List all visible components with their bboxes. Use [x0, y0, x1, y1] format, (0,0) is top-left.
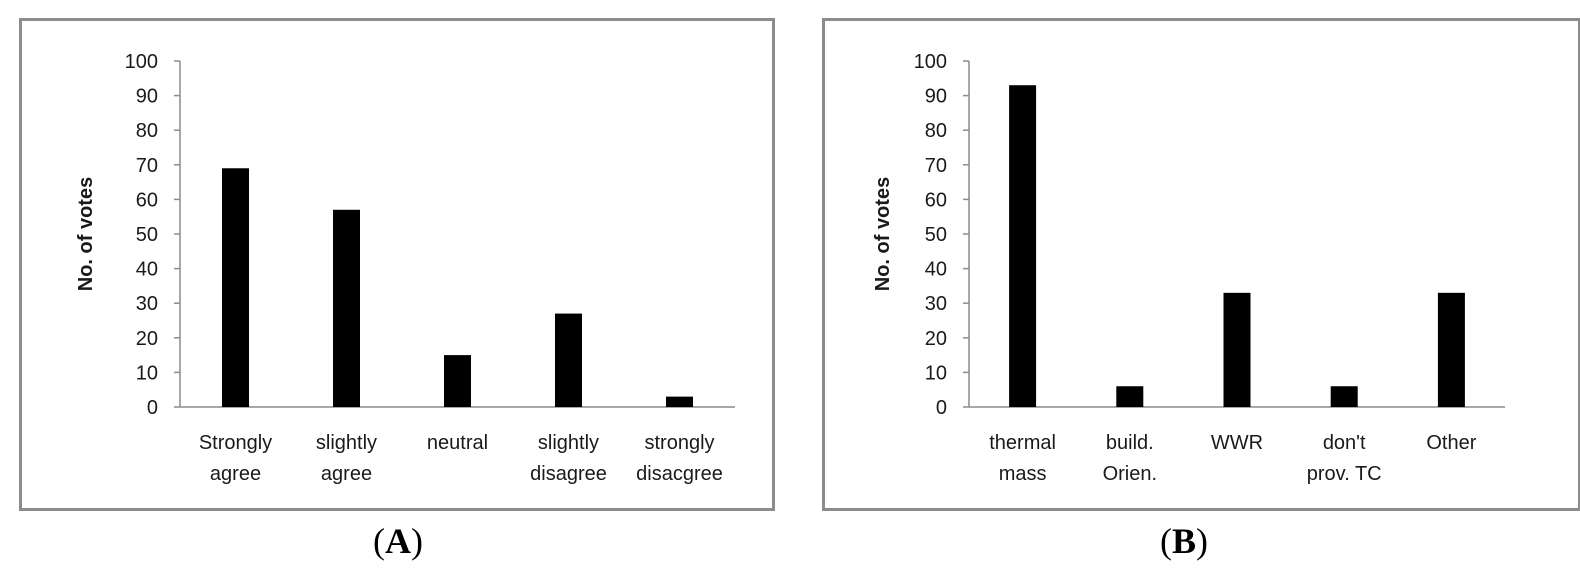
bar	[1116, 386, 1144, 407]
y-tick-label: 10	[136, 362, 158, 384]
y-tick-label: 50	[925, 224, 947, 246]
y-tick-label: 30	[925, 293, 947, 315]
category-label: slightly disagree	[530, 432, 607, 485]
y-tick-label: 90	[136, 86, 158, 108]
category-label: WWR	[1211, 432, 1263, 454]
y-tick-label: 60	[925, 189, 947, 211]
category-label: build. Orien.	[1103, 432, 1157, 485]
chart-panel-a: 0 10 20 30 40 50 60 70 80 90 100 No. of votes Strong…	[19, 18, 775, 511]
y-tick-label: 0	[936, 397, 947, 419]
y-tick-label: 30	[136, 293, 158, 315]
category-label: strongly disacgree	[636, 432, 723, 485]
chart-a-svg: 0 10 20 30 40 50 60 70 80 90 100 No. of votes Strong…	[75, 51, 735, 485]
category-label: don't prov. TC	[1307, 432, 1382, 485]
y-axis-title: No. of votes	[872, 177, 894, 291]
bar	[555, 313, 582, 407]
category-label: thermal mass	[989, 432, 1056, 485]
y-tick-label: 80	[925, 120, 947, 142]
chart-b-svg: 0 10 20 30 40 50 60 70 80 90 100 No. of votes therma…	[872, 51, 1505, 485]
y-tick-label: 60	[136, 189, 158, 211]
y-axis-title: No. of votes	[75, 177, 97, 291]
panel-caption-a: (A)	[373, 521, 423, 561]
category-label: neutral	[427, 432, 488, 454]
bar	[1009, 85, 1037, 407]
y-tick-label: 40	[925, 259, 947, 281]
y-tick-label: 100	[914, 51, 947, 73]
bar	[666, 396, 693, 407]
bar	[333, 209, 360, 407]
y-tick-label: 70	[925, 155, 947, 177]
y-tick-label: 10	[925, 362, 947, 384]
y-tick-label: 20	[136, 328, 158, 350]
chart-panel-b: 0 10 20 30 40 50 60 70 80 90 100 No. of votes therma…	[822, 18, 1580, 511]
y-tick-label: 90	[925, 86, 947, 108]
category-label: Other	[1426, 432, 1476, 454]
bar	[444, 355, 471, 407]
y-tick-label: 0	[147, 397, 158, 419]
bar	[1223, 292, 1251, 407]
bar	[1437, 292, 1465, 407]
panel-caption-b: (B)	[1159, 521, 1208, 561]
bar	[1330, 386, 1358, 407]
y-tick-label: 80	[136, 120, 158, 142]
y-tick-label: 70	[136, 155, 158, 177]
y-tick-label: 40	[136, 259, 158, 281]
category-label: slightly agree	[316, 432, 377, 485]
y-tick-label: 100	[125, 51, 158, 73]
y-tick-label: 20	[925, 328, 947, 350]
category-label: Strongly agree	[199, 432, 272, 485]
bar	[222, 168, 249, 407]
y-tick-label: 50	[136, 224, 158, 246]
